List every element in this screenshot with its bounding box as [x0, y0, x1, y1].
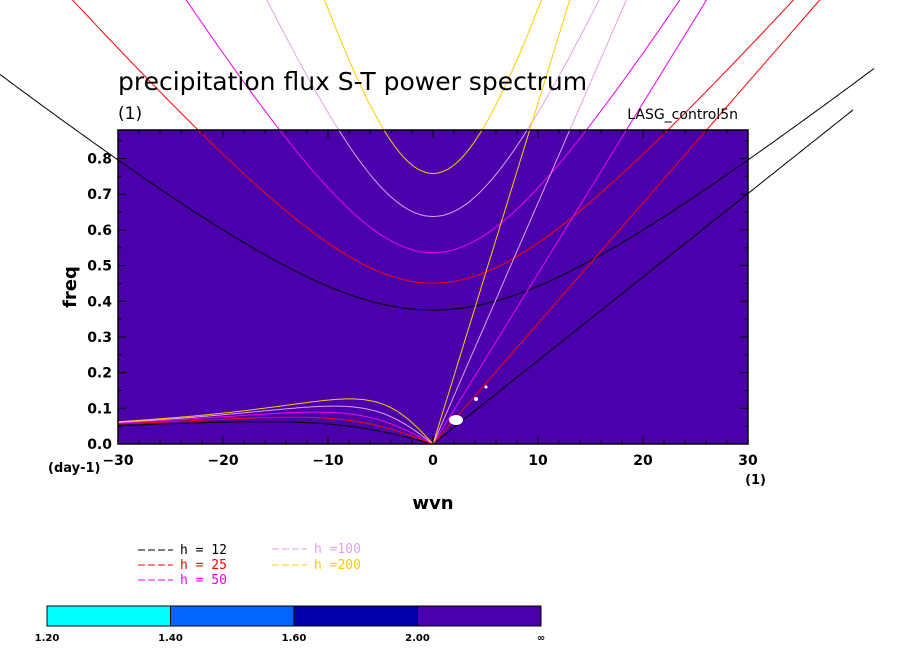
white-blobs — [449, 385, 488, 425]
legend-label: h = 12 — [180, 543, 227, 558]
x-tick-label: 20 — [633, 453, 653, 469]
inertia-gravity-curve-25 — [71, 0, 795, 284]
colorbar-label: 2.00 — [405, 633, 430, 644]
colorbar-label: 1.20 — [35, 633, 60, 644]
colorbar-segment — [293, 605, 418, 627]
model-label: LASG_control5n — [627, 107, 738, 123]
legend-label: h =200 — [314, 558, 361, 573]
y-tick-label: 0.3 — [87, 330, 112, 346]
y-unit-label: (day-1) — [48, 461, 100, 476]
plot-area — [118, 130, 748, 444]
y-axis-label: freq — [60, 266, 81, 308]
colorbar-segment — [417, 605, 542, 627]
x-tick-label: −30 — [102, 453, 133, 469]
y-tick-label: 0.1 — [87, 401, 112, 417]
x-unit-label: (1) — [745, 473, 766, 488]
inertia-gravity-curve-200 — [324, 0, 542, 175]
rossby-curve-200 — [117, 398, 434, 445]
rossby-curve-50 — [117, 411, 434, 445]
white-blob — [449, 415, 463, 425]
colorbar-segment — [46, 605, 171, 627]
x-axis-ticks: −30 −20 −10 0 10 20 30 — [102, 130, 758, 469]
x-tick-label: −10 — [312, 453, 343, 469]
y-tick-label: 0.7 — [87, 187, 112, 203]
x-tick-label: 30 — [738, 453, 758, 469]
kelvin-curve-12 — [432, 109, 854, 445]
y-tick-label: 0.0 — [87, 437, 112, 453]
rossby-curve-100 — [117, 405, 434, 445]
chart-subtitle: (1) — [118, 104, 142, 124]
kelvin-curve-200 — [432, 0, 571, 445]
inertia-gravity-curve-12 — [0, 68, 875, 311]
rossby-curve-25 — [117, 416, 434, 445]
colorbar-segment — [170, 605, 295, 627]
y-tick-label: 0.4 — [87, 294, 112, 310]
legend-label: h = 50 — [180, 573, 227, 588]
y-tick-label: 0.8 — [87, 152, 112, 168]
dispersion-curves — [0, 0, 875, 445]
rossby-curve-12 — [118, 421, 434, 445]
kelvin-curve-100 — [432, 0, 627, 445]
y-axis-ticks: 0.0 0.1 0.2 0.3 0.4 0.5 0.6 0.7 0.8 — [87, 140, 748, 453]
legend-label: h = 25 — [180, 558, 227, 573]
colorbar: 1.20 1.40 1.60 2.00 ∞ — [35, 605, 545, 644]
colorbar-label: 1.40 — [158, 633, 183, 644]
x-axis-label: wvn — [412, 493, 453, 514]
inertia-gravity-curve-100 — [266, 0, 600, 218]
y-tick-label: 0.5 — [87, 259, 112, 275]
white-blob-small — [474, 397, 478, 401]
colorbar-label: ∞ — [537, 633, 545, 644]
x-tick-label: 0 — [428, 453, 438, 469]
colorbar-label: 1.60 — [282, 633, 307, 644]
kelvin-curve-25 — [432, 0, 821, 445]
y-tick-label: 0.2 — [87, 366, 112, 382]
y-tick-label: 0.6 — [87, 223, 112, 239]
inertia-gravity-curve-50 — [185, 0, 681, 254]
legend-label: h =100 — [314, 542, 361, 557]
white-blob-tiny — [484, 385, 488, 389]
chart-title: precipitation flux S-T power spectrum — [118, 67, 587, 96]
kelvin-curve-50 — [432, 0, 708, 445]
x-tick-label: −20 — [207, 453, 238, 469]
x-tick-label: 10 — [528, 453, 548, 469]
